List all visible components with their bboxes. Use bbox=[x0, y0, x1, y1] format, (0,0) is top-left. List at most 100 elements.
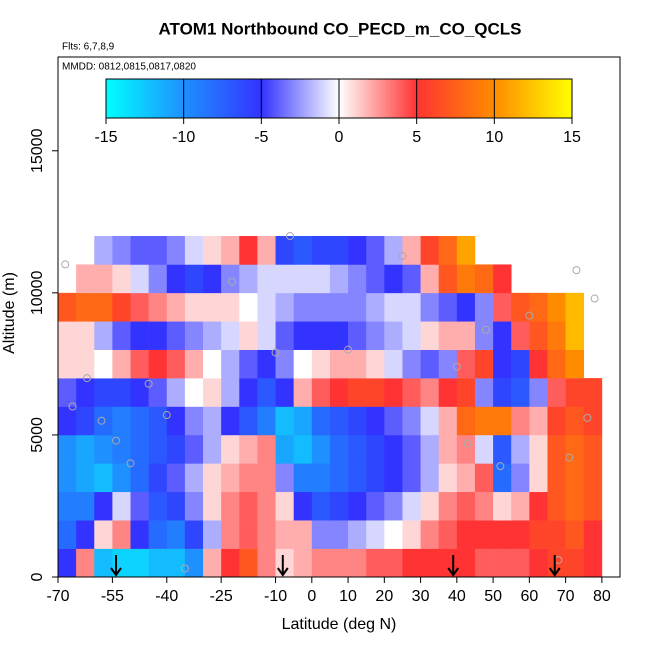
sample-point bbox=[344, 345, 353, 354]
heatmap-cell bbox=[293, 463, 313, 493]
heatmap-cell bbox=[529, 321, 548, 350]
heatmap-cell bbox=[420, 491, 440, 521]
heatmap-cell bbox=[257, 292, 276, 322]
heatmap-cell bbox=[438, 520, 458, 549]
heatmap-cell bbox=[275, 434, 294, 464]
heatmap-cell bbox=[76, 292, 95, 322]
heatmap-cell bbox=[275, 264, 294, 294]
heatmap-cell bbox=[311, 463, 331, 493]
flight-arrow bbox=[110, 555, 122, 577]
heatmap-cell bbox=[112, 321, 131, 350]
heatmap-cell bbox=[221, 520, 240, 549]
heatmap-cell bbox=[311, 321, 331, 350]
heatmap-cell bbox=[311, 264, 331, 294]
heatmap-cell bbox=[76, 406, 95, 436]
heatmap-cell bbox=[275, 491, 294, 521]
heatmap-cell bbox=[565, 491, 585, 521]
heatmap-cell bbox=[58, 378, 77, 407]
heatmap-cell bbox=[311, 378, 331, 407]
heatmap-cell bbox=[474, 434, 494, 464]
heatmap-cell bbox=[420, 378, 440, 407]
heatmap-cell bbox=[474, 349, 494, 379]
heatmap-cell bbox=[293, 548, 313, 578]
heatmap-cell bbox=[474, 406, 494, 436]
heatmap-cell bbox=[511, 321, 530, 350]
heatmap-cell bbox=[221, 434, 240, 464]
heatmap-cell bbox=[329, 491, 349, 521]
heatmap-cell bbox=[366, 520, 385, 549]
heatmap-cell bbox=[384, 491, 403, 521]
heatmap-cell bbox=[565, 321, 585, 350]
heatmap-cell bbox=[239, 520, 258, 549]
sample-point bbox=[144, 379, 153, 388]
heatmap-cell bbox=[239, 434, 258, 464]
heatmap-cell bbox=[511, 292, 530, 322]
heatmap-cell bbox=[203, 264, 222, 294]
heatmap-cell bbox=[384, 321, 403, 350]
heatmap-cell bbox=[184, 520, 204, 549]
heatmap-cell bbox=[511, 491, 530, 521]
heatmap-cell bbox=[166, 236, 186, 265]
heatmap-cell bbox=[76, 463, 95, 493]
heatmap-cell bbox=[493, 406, 512, 436]
heatmap-cell bbox=[348, 264, 367, 294]
heatmap-cell bbox=[583, 406, 603, 436]
heatmap-cell bbox=[402, 349, 421, 379]
x-tick-label: 70 bbox=[557, 588, 575, 605]
heatmap-cell bbox=[239, 264, 258, 294]
heatmap-cell bbox=[203, 292, 222, 322]
heatmap-cell bbox=[583, 463, 603, 493]
heatmap-cell bbox=[348, 548, 367, 578]
heatmap-cell bbox=[293, 406, 313, 436]
heatmap-cell bbox=[76, 520, 95, 549]
heatmap-cell bbox=[94, 434, 113, 464]
plot-frame bbox=[57, 56, 621, 578]
heatmap-cell bbox=[166, 321, 186, 350]
heatmap-cell bbox=[456, 491, 476, 521]
arrow-head bbox=[110, 567, 122, 577]
heatmap-cell bbox=[438, 434, 458, 464]
heatmap-cell bbox=[58, 321, 77, 350]
heatmap-cell bbox=[311, 406, 331, 436]
heatmap-cell bbox=[112, 463, 131, 493]
heatmap-cell bbox=[438, 349, 458, 379]
heatmap-cell bbox=[257, 406, 276, 436]
arrow-head bbox=[276, 567, 289, 577]
heatmap-cell bbox=[474, 463, 494, 493]
colorbar-tick-label: 5 bbox=[412, 129, 421, 146]
heatmap-cell bbox=[456, 434, 476, 464]
heatmap-cell bbox=[366, 491, 385, 521]
heatmap-cell bbox=[221, 292, 240, 322]
heatmap-cell bbox=[275, 292, 294, 322]
heatmap-cell bbox=[529, 520, 548, 549]
heatmap-cell bbox=[257, 548, 276, 578]
heatmap-cell bbox=[493, 434, 512, 464]
heatmap-cell bbox=[94, 349, 113, 379]
x-tick-label: 20 bbox=[375, 588, 393, 605]
heatmap-cell bbox=[293, 236, 313, 265]
heatmap-cell bbox=[511, 463, 530, 493]
sample-point bbox=[583, 413, 592, 422]
heatmap-cell bbox=[456, 321, 476, 350]
heatmap-cell bbox=[456, 463, 476, 493]
sample-point bbox=[180, 564, 189, 573]
heatmap-cell bbox=[184, 406, 204, 436]
heatmap-cell bbox=[493, 264, 512, 294]
heatmap-cell bbox=[148, 378, 168, 407]
heatmap-cell bbox=[474, 520, 494, 549]
heatmap-cell bbox=[58, 548, 77, 578]
heatmap-cell bbox=[565, 349, 585, 379]
heatmap-cell bbox=[583, 491, 603, 521]
heatmap-cell bbox=[203, 520, 222, 549]
heatmap-cell bbox=[529, 349, 548, 379]
heatmap-cell bbox=[221, 406, 240, 436]
y-tick-label: 10000 bbox=[29, 271, 46, 316]
heatmap-cell bbox=[402, 406, 421, 436]
heatmap-cell bbox=[420, 264, 440, 294]
heatmap-cell bbox=[366, 463, 385, 493]
y-tick-label: 15000 bbox=[29, 128, 46, 173]
heatmap-cell bbox=[456, 349, 476, 379]
heatmap-cell bbox=[493, 548, 512, 578]
heatmap-cell bbox=[76, 321, 95, 350]
heatmap-cell bbox=[166, 264, 186, 294]
